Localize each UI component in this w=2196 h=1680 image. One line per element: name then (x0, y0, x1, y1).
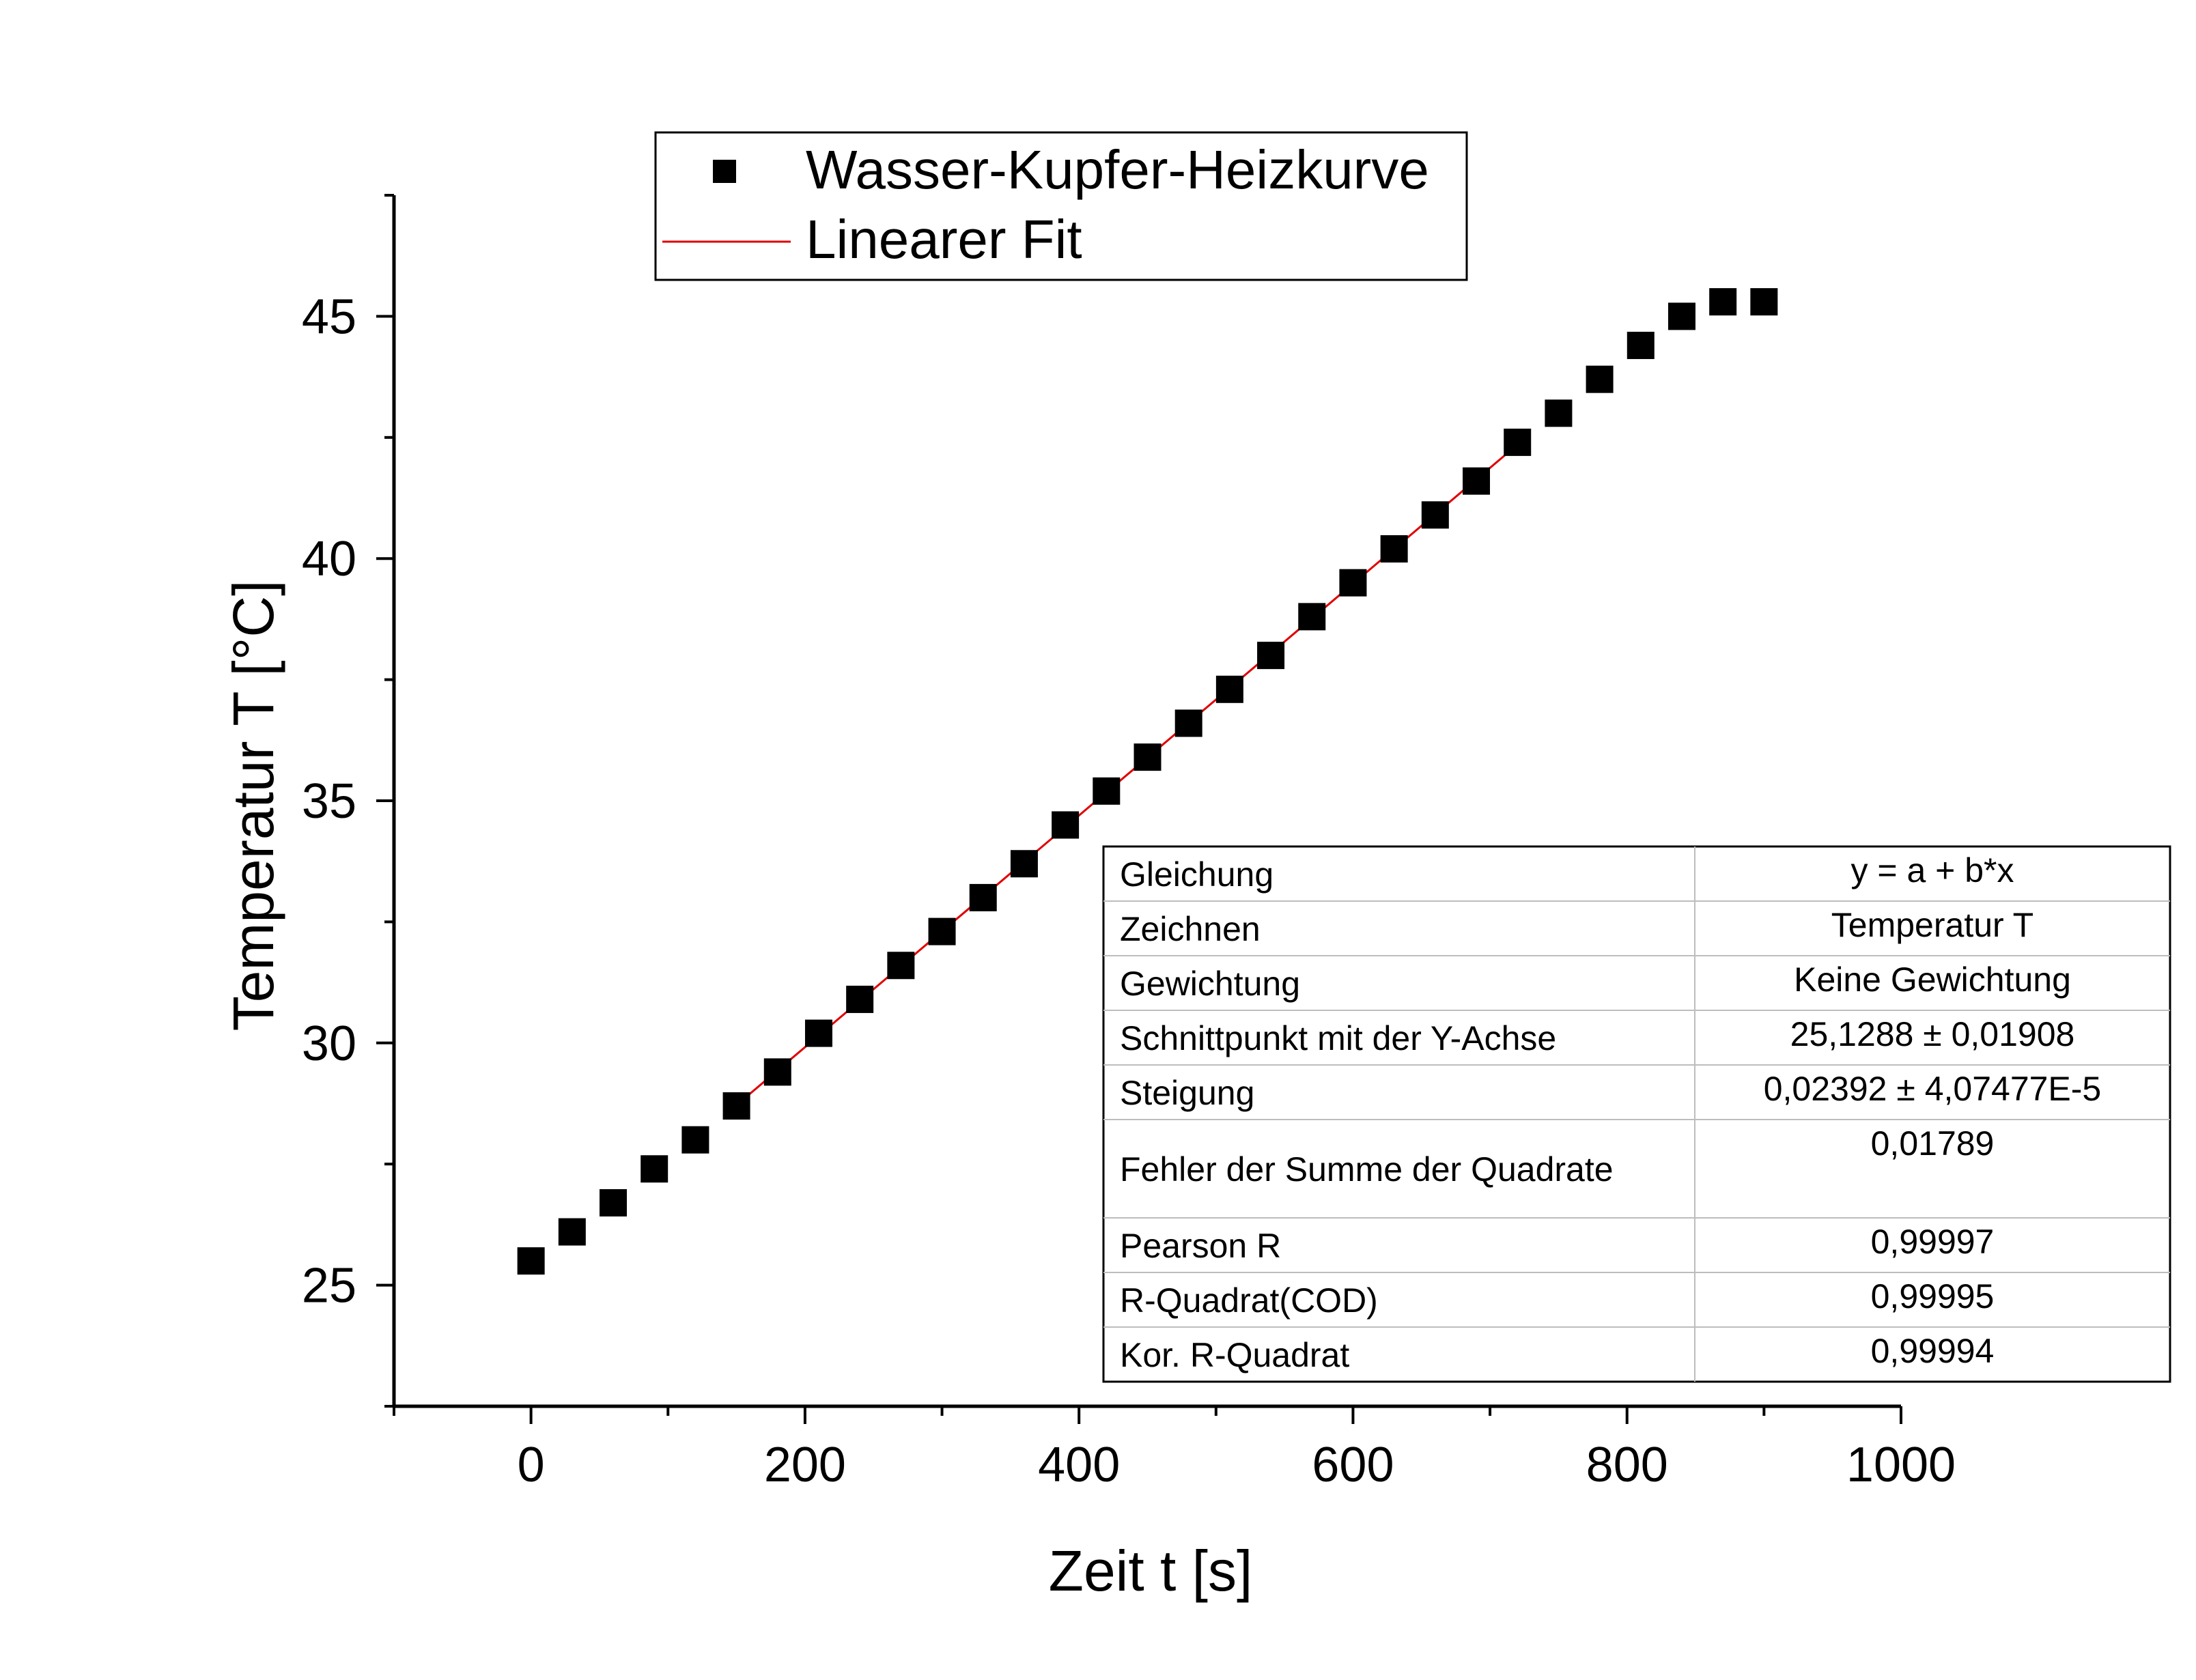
fit-table-label: Gewichtung (1120, 965, 1300, 1003)
fit-table-value: 0,99994 (1871, 1332, 1995, 1370)
axes: 0 200 400 600 800 1000 25 30 35 40 45 (302, 194, 1956, 1492)
legend-label-fit: Linearer Fit (806, 209, 1082, 270)
data-point (1667, 302, 1695, 330)
x-tick-label: 600 (1312, 1438, 1394, 1492)
data-point (1257, 642, 1285, 670)
data-point (1298, 603, 1326, 631)
x-tick-label: 800 (1586, 1438, 1668, 1492)
fit-results-table: Gleichung y = a + b*x Zeichnen Temperatur T… (1102, 845, 2171, 1383)
y-axis-label: Temperatur T [°C] (221, 580, 285, 1031)
legend: Wasser-Kupfer-Heizkurve Linearer Fit (654, 131, 1468, 281)
fit-table-label: Fehler der Summe der Quadrate (1120, 1150, 1614, 1188)
y-tick-label: 30 (302, 1016, 356, 1071)
data-point (558, 1218, 586, 1246)
data-point (640, 1155, 668, 1183)
data-points (517, 288, 1778, 1275)
y-tick-label: 45 (302, 289, 356, 344)
data-point (600, 1188, 628, 1216)
fit-table-value: 0,99997 (1871, 1223, 1995, 1261)
data-point (846, 985, 874, 1013)
fit-table-value: 0,01789 (1871, 1124, 1995, 1163)
data-point (1215, 675, 1243, 703)
fit-table-label: Kor. R-Quadrat (1120, 1336, 1349, 1374)
data-point (1545, 399, 1573, 427)
fit-table-value: Keine Gewichtung (1794, 960, 2071, 999)
data-point (1093, 777, 1121, 805)
data-point (1586, 365, 1614, 393)
fit-table-value: 0,02392 ± 4,07477E-5 (1764, 1070, 2102, 1108)
data-point (1134, 743, 1162, 771)
y-tick-label: 25 (302, 1259, 356, 1313)
fit-table-label: R-Quadrat(COD) (1120, 1281, 1378, 1320)
fit-table-border (1102, 845, 2171, 1383)
x-tick-label: 1000 (1846, 1438, 1956, 1492)
data-point (887, 952, 915, 980)
fit-table-label: Pearson R (1120, 1227, 1281, 1265)
data-point (1010, 850, 1038, 878)
data-point (1052, 811, 1080, 839)
data-point (1463, 467, 1491, 495)
legend-box (654, 131, 1468, 281)
fit-table-value: 25,1288 ± 0,01908 (1790, 1015, 2075, 1053)
y-tick-label: 35 (302, 774, 356, 829)
data-point (1174, 709, 1202, 737)
fit-table-value: 0,99995 (1871, 1277, 1995, 1315)
data-point (969, 883, 997, 911)
data-point (928, 917, 956, 945)
fit-table-label: Zeichnen (1120, 910, 1261, 948)
data-point (681, 1126, 709, 1154)
x-tick-label: 400 (1038, 1438, 1120, 1492)
data-point (1380, 535, 1408, 563)
y-tick-label: 40 (302, 532, 356, 586)
fit-table-label: Gleichung (1120, 855, 1273, 894)
fit-table-label: Schnittpunkt mit der Y-Achse (1120, 1019, 1556, 1057)
legend-marker-square (713, 160, 736, 183)
data-point (1709, 288, 1737, 316)
fit-table-label: Steigung (1120, 1074, 1254, 1112)
data-point (1421, 501, 1449, 529)
data-point (1504, 428, 1532, 456)
fit-table-value: y = a + b*x (1850, 851, 2014, 889)
data-point (763, 1058, 791, 1086)
legend-label-data: Wasser-Kupfer-Heizkurve (806, 139, 1429, 200)
data-point (1339, 569, 1367, 597)
data-point (722, 1092, 750, 1120)
x-axis-label: Zeit t [s] (1049, 1539, 1253, 1603)
fit-table-value: Temperatur T (1831, 906, 2033, 944)
data-point (1627, 331, 1655, 359)
data-point (1750, 288, 1778, 316)
data-point (804, 1019, 832, 1047)
x-tick-label: 0 (518, 1438, 545, 1492)
data-point (517, 1247, 545, 1275)
x-tick-label: 200 (764, 1438, 846, 1492)
